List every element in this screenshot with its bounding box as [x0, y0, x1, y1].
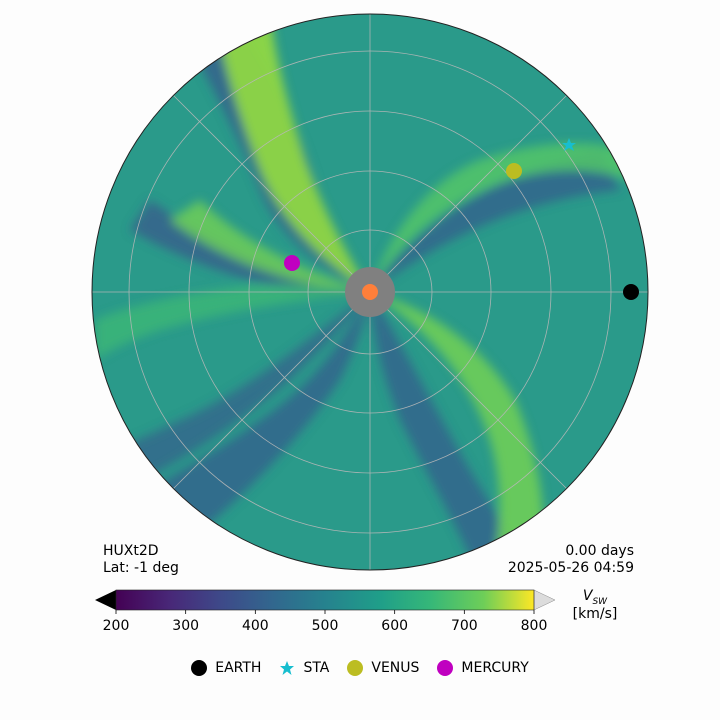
slow-wind-band [370, 150, 620, 292]
circle-icon [191, 660, 208, 676]
heliosphere-boundary [91, 13, 649, 571]
colorbar-tick-label: 700 [450, 618, 478, 634]
mercury-marker [284, 255, 300, 271]
colorbar-gradient [116, 590, 534, 610]
sta-star-icon [562, 138, 576, 151]
model-name: HUXt2D [103, 543, 159, 559]
model-info: HUXt2D Lat: -1 deg [103, 543, 179, 577]
colorbar-tick-label: 300 [172, 618, 200, 634]
legend-label: VENUS [371, 660, 420, 676]
circle-icon [437, 660, 454, 676]
slow-wind-band [370, 292, 530, 570]
legend-label: EARTH [215, 660, 262, 676]
colorbar-label: VSW [582, 588, 608, 607]
fast-wind-stream [370, 292, 544, 570]
fast-wind-stream [370, 143, 630, 292]
legend: EARTH STA VENUS MERCURY [0, 660, 720, 676]
time-info: 0.00 days 2025-05-26 04:59 [508, 543, 634, 577]
legend-item-earth: EARTH [191, 660, 261, 676]
sun-marker [362, 284, 378, 300]
colorbar-tick-label: 400 [241, 618, 269, 634]
colorbar-tick-label: 500 [311, 618, 339, 634]
fast-wind-stream [95, 284, 370, 360]
legend-label: MERCURY [461, 660, 529, 676]
legend-item-mercury: MERCURY [437, 660, 529, 676]
star-icon [280, 661, 295, 675]
slow-wind-band [92, 292, 370, 500]
earth-marker [623, 284, 639, 300]
fast-wind-stream [170, 200, 370, 292]
colorbar-unit: [km/s] [572, 606, 618, 622]
circle-icon [347, 660, 364, 676]
colorbar-over-arrow [533, 589, 556, 611]
colorbar-under-arrow [95, 590, 116, 610]
colorbar-tick-label: 200 [102, 618, 130, 634]
colorbar-tick-label: 600 [381, 618, 409, 634]
colorbar [95, 589, 556, 614]
elapsed-text: 0.00 days [565, 543, 634, 559]
legend-item-venus: VENUS [347, 660, 419, 676]
timestamp-text: 2025-05-26 04:59 [507, 560, 634, 576]
polar-grid [92, 14, 648, 570]
legend-label: STA [303, 660, 330, 676]
latitude-text: Lat: -1 deg [103, 560, 179, 576]
slow-wind-band [150, 292, 370, 540]
venus-marker [506, 163, 522, 179]
legend-item-sta: STA [279, 660, 329, 676]
colorbar-tick-label: 800 [520, 618, 548, 634]
